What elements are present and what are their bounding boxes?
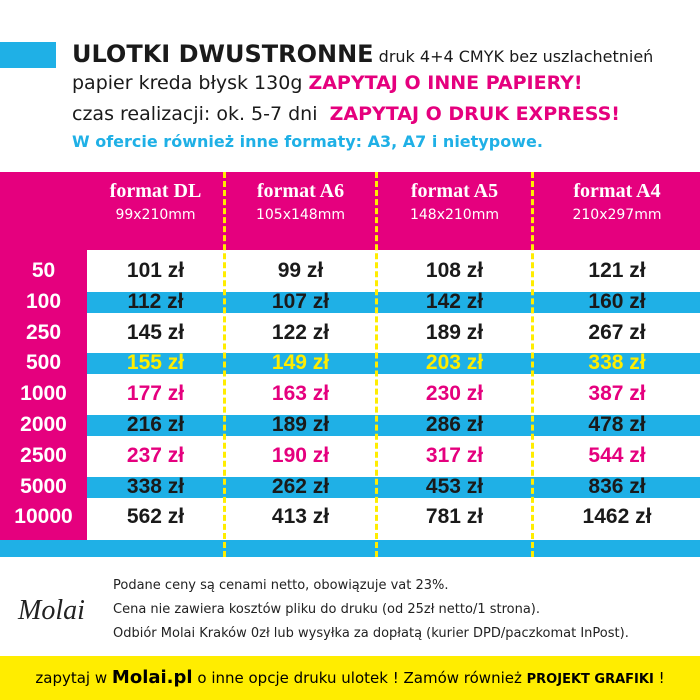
- time-text: czas realizacji: ok. 5-7 dni: [72, 103, 318, 125]
- column-divider: [223, 172, 226, 557]
- price: 142 zł: [425, 289, 484, 313]
- row-stripe: [87, 476, 700, 498]
- footer-text: zapytaj w: [35, 669, 108, 687]
- price: 562 zł: [126, 505, 185, 529]
- price: 338 zł: [126, 474, 185, 498]
- formats-note: W ofercie również inne formaty: A3, A7 i…: [72, 132, 543, 151]
- row-stripe: [87, 353, 700, 375]
- price: 189 zł: [271, 413, 330, 436]
- note: Cena nie zawiera kosztów pliku do druku …: [113, 602, 541, 617]
- price: 121 zł: [588, 259, 646, 282]
- column-name: format DL: [109, 180, 202, 202]
- footer-text: !: [658, 669, 665, 687]
- qty-column-band: [0, 250, 87, 540]
- quantity: 1000: [20, 382, 67, 406]
- price: 237 zł: [126, 443, 185, 467]
- price: 203 zł: [425, 351, 484, 375]
- column-size: 210x297mm: [572, 207, 662, 223]
- price: 155 zł: [126, 351, 185, 375]
- quantity: 10000: [14, 505, 73, 529]
- price: 544 zł: [588, 443, 646, 467]
- price: 99 zł: [277, 259, 324, 282]
- bottom-stripe: [0, 540, 700, 557]
- quantity: 100: [25, 289, 62, 313]
- price: 122 zł: [271, 320, 330, 344]
- price: 453 zł: [425, 474, 484, 498]
- price: 145 zł: [126, 320, 185, 344]
- footer-bold: PROJEKT GRAFIKI: [526, 672, 654, 687]
- column-name: format A6: [256, 180, 345, 202]
- quantity: 2500: [20, 443, 67, 467]
- title: ULOTKI DWUSTRONNE: [72, 40, 374, 68]
- price: 108 zł: [425, 259, 484, 282]
- price: 267 zł: [588, 320, 646, 344]
- title-line: ULOTKI DWUSTRONNE druk 4+4 CMYK bez uszl…: [72, 40, 653, 68]
- table-header-band: [0, 172, 700, 250]
- price: 107 zł: [271, 289, 330, 313]
- price: 101 zł: [126, 259, 185, 282]
- time-cta: ZAPYTAJ O DRUK EXPRESS!: [329, 103, 620, 125]
- title-note: druk 4+4 CMYK bez uszlachetnień: [378, 47, 654, 66]
- price: 781 zł: [425, 505, 484, 529]
- price: 112 zł: [127, 289, 184, 313]
- footer-bar: zapytaj w Molai.pl o inne opcje druku ul…: [0, 656, 700, 700]
- price: 163 zł: [271, 382, 330, 406]
- paper-text: papier kreda błysk 130g: [72, 72, 303, 94]
- column-divider: [531, 172, 534, 557]
- price: 387 zł: [588, 382, 646, 406]
- line2: papier kreda błysk 130g ZAPYTAJ O INNE P…: [72, 72, 583, 94]
- row-stripe: [87, 291, 700, 313]
- line3: czas realizacji: ok. 5-7 dni ZAPYTAJ O D…: [72, 103, 620, 125]
- price: 338 zł: [588, 351, 646, 375]
- price: 317 zł: [425, 443, 484, 467]
- quantity: 5000: [20, 474, 67, 498]
- quantity: 250: [25, 320, 62, 344]
- price: 413 zł: [271, 505, 330, 529]
- price: 160 zł: [588, 289, 646, 313]
- quantity: 2000: [20, 413, 67, 436]
- price: 286 zł: [425, 413, 484, 436]
- price: 1462 zł: [582, 505, 652, 529]
- price: 478 zł: [588, 413, 646, 436]
- quantity: 50: [31, 259, 56, 282]
- price: 177 zł: [126, 382, 185, 406]
- price: 262 zł: [271, 474, 330, 498]
- note: Podane ceny są cenami netto, obowiązuje …: [113, 578, 449, 593]
- quantity: 500: [25, 351, 62, 375]
- footer-link[interactable]: Molai.pl: [111, 667, 193, 688]
- column-name: format A5: [410, 180, 499, 202]
- footer-text: o inne opcje druku ulotek ! Zamów równie…: [197, 669, 522, 687]
- price: 836 zł: [588, 474, 646, 498]
- paper-cta: ZAPYTAJ O INNE PAPIERY!: [308, 72, 583, 94]
- logo: Molai: [18, 595, 85, 626]
- column-size: 99x210mm: [115, 207, 196, 223]
- column-divider: [375, 172, 378, 557]
- row-stripe: [87, 415, 700, 436]
- price: 230 zł: [425, 382, 484, 406]
- column-size: 105x148mm: [255, 207, 345, 223]
- price: 216 zł: [126, 413, 185, 436]
- price: 189 zł: [425, 320, 484, 344]
- note: Odbiór Molai Kraków 0zł lub wysyłka za d…: [113, 626, 629, 641]
- price: 149 zł: [271, 351, 330, 375]
- price: 190 zł: [271, 443, 330, 467]
- column-name: format A4: [573, 180, 661, 202]
- accent-block: [0, 42, 56, 68]
- column-size: 148x210mm: [409, 207, 499, 223]
